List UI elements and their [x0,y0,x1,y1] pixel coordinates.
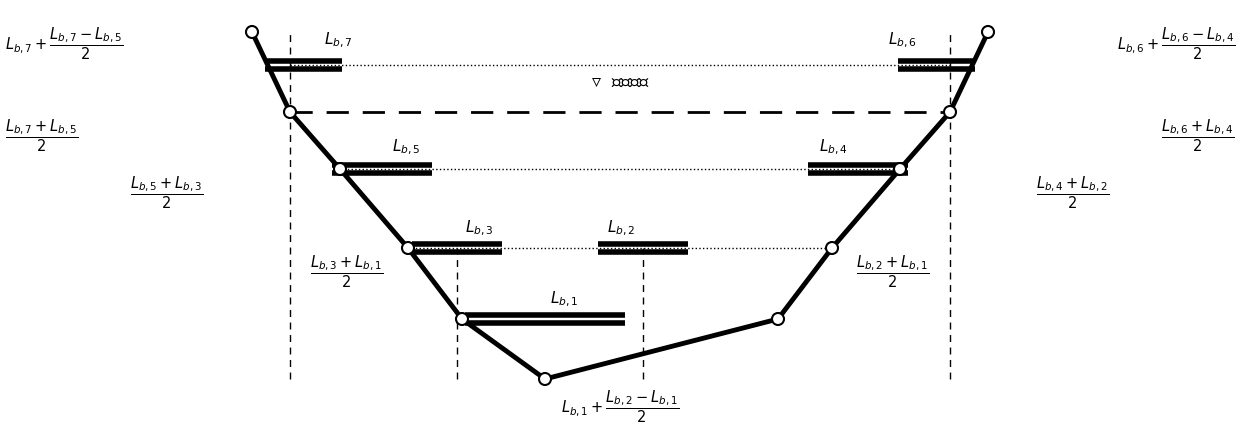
Text: $L_{b,5}$: $L_{b,5}$ [392,138,420,157]
Circle shape [456,313,467,325]
Circle shape [539,373,551,385]
Text: $L_{b,7}$: $L_{b,7}$ [324,31,352,50]
Text: $L_{b,6} + \dfrac{L_{b,6} - L_{b,4}}{2}$: $L_{b,6} + \dfrac{L_{b,6} - L_{b,4}}{2}$ [1116,25,1235,62]
Circle shape [773,313,784,325]
Text: $\dfrac{L_{b,3} + L_{b,1}}{2}$: $\dfrac{L_{b,3} + L_{b,1}}{2}$ [310,253,383,290]
Text: $\dfrac{L_{b,6} + L_{b,4}}{2}$: $\dfrac{L_{b,6} + L_{b,4}}{2}$ [1162,117,1235,154]
Text: $\dfrac{L_{b,5} + L_{b,3}}{2}$: $\dfrac{L_{b,5} + L_{b,3}}{2}$ [130,174,203,211]
Text: $L_{b,3}$: $L_{b,3}$ [465,219,494,238]
Circle shape [982,26,994,38]
Circle shape [826,242,838,254]
Text: $\dfrac{L_{b,2} + L_{b,1}}{2}$: $\dfrac{L_{b,2} + L_{b,1}}{2}$ [857,253,930,290]
Text: $L_{b,1}$: $L_{b,1}$ [551,290,579,309]
Circle shape [334,163,346,175]
Text: $\triangledown$  湖泊水位: $\triangledown$ 湖泊水位 [590,73,650,91]
Circle shape [284,106,296,118]
Text: $L_{b,4}$: $L_{b,4}$ [820,138,848,157]
Text: $L_{b,7} + \dfrac{L_{b,7} - L_{b,5}}{2}$: $L_{b,7} + \dfrac{L_{b,7} - L_{b,5}}{2}$ [5,25,124,62]
Circle shape [894,163,906,175]
Text: $L_{b,2}$: $L_{b,2}$ [606,219,635,238]
Text: $\dfrac{L_{b,4} + L_{b,2}}{2}$: $\dfrac{L_{b,4} + L_{b,2}}{2}$ [1037,174,1110,211]
Text: $\dfrac{L_{b,7} + L_{b,5}}{2}$: $\dfrac{L_{b,7} + L_{b,5}}{2}$ [5,117,78,154]
Circle shape [246,26,258,38]
Text: $L_{b,1} + \dfrac{L_{b,2} - L_{b,1}}{2}$: $L_{b,1} + \dfrac{L_{b,2} - L_{b,1}}{2}$ [560,388,680,425]
Text: $L_{b,6}$: $L_{b,6}$ [888,31,916,50]
Circle shape [402,242,414,254]
Circle shape [944,106,956,118]
